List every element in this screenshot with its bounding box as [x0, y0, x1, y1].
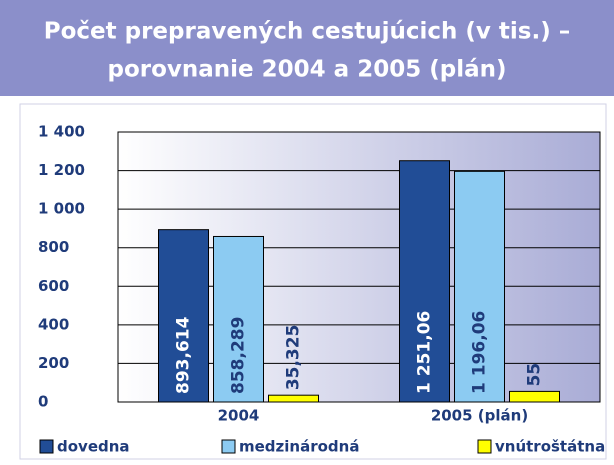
- y-tick-label: 1 000: [38, 200, 85, 218]
- y-tick-label: 1 400: [38, 123, 85, 141]
- bar: [399, 160, 450, 403]
- x-tick-label: 2005 (plán): [431, 407, 528, 425]
- bar: [509, 390, 560, 403]
- chart-frame: [19, 103, 607, 460]
- value-label: 893,614: [174, 316, 194, 394]
- y-tick-label: 0: [38, 393, 48, 411]
- y-tick-label: 200: [38, 354, 69, 372]
- legend-label: dovedna: [57, 438, 130, 456]
- title-box: [0, 0, 614, 96]
- legend-swatch: [477, 439, 492, 454]
- y-tick-label: 400: [38, 315, 69, 333]
- y-tick-label: 600: [38, 277, 69, 295]
- y-tick-label: 800: [38, 238, 69, 256]
- chart-title: porovnanie 2004 a 2005 (plán): [108, 57, 507, 83]
- value-label: 55: [525, 363, 545, 387]
- bar: [158, 229, 209, 403]
- value-label: 858,289: [229, 317, 249, 394]
- x-tick-label: 2004: [218, 407, 260, 425]
- legend-label: medzinárodná: [239, 438, 359, 456]
- y-tick-label: 1 200: [38, 161, 85, 179]
- value-label: 1 196,06: [470, 311, 490, 394]
- value-label: 1 251,06: [415, 311, 435, 394]
- bar: [213, 235, 264, 403]
- value-label: 35,325: [284, 325, 304, 391]
- chart-title: Počet prepravených cestujúcich (v tis.) …: [44, 19, 571, 45]
- legend-label: vnútroštátna: [495, 438, 605, 456]
- bar: [454, 170, 505, 403]
- legend-swatch: [221, 439, 236, 454]
- bar: [268, 394, 319, 403]
- legend-swatch: [39, 439, 54, 454]
